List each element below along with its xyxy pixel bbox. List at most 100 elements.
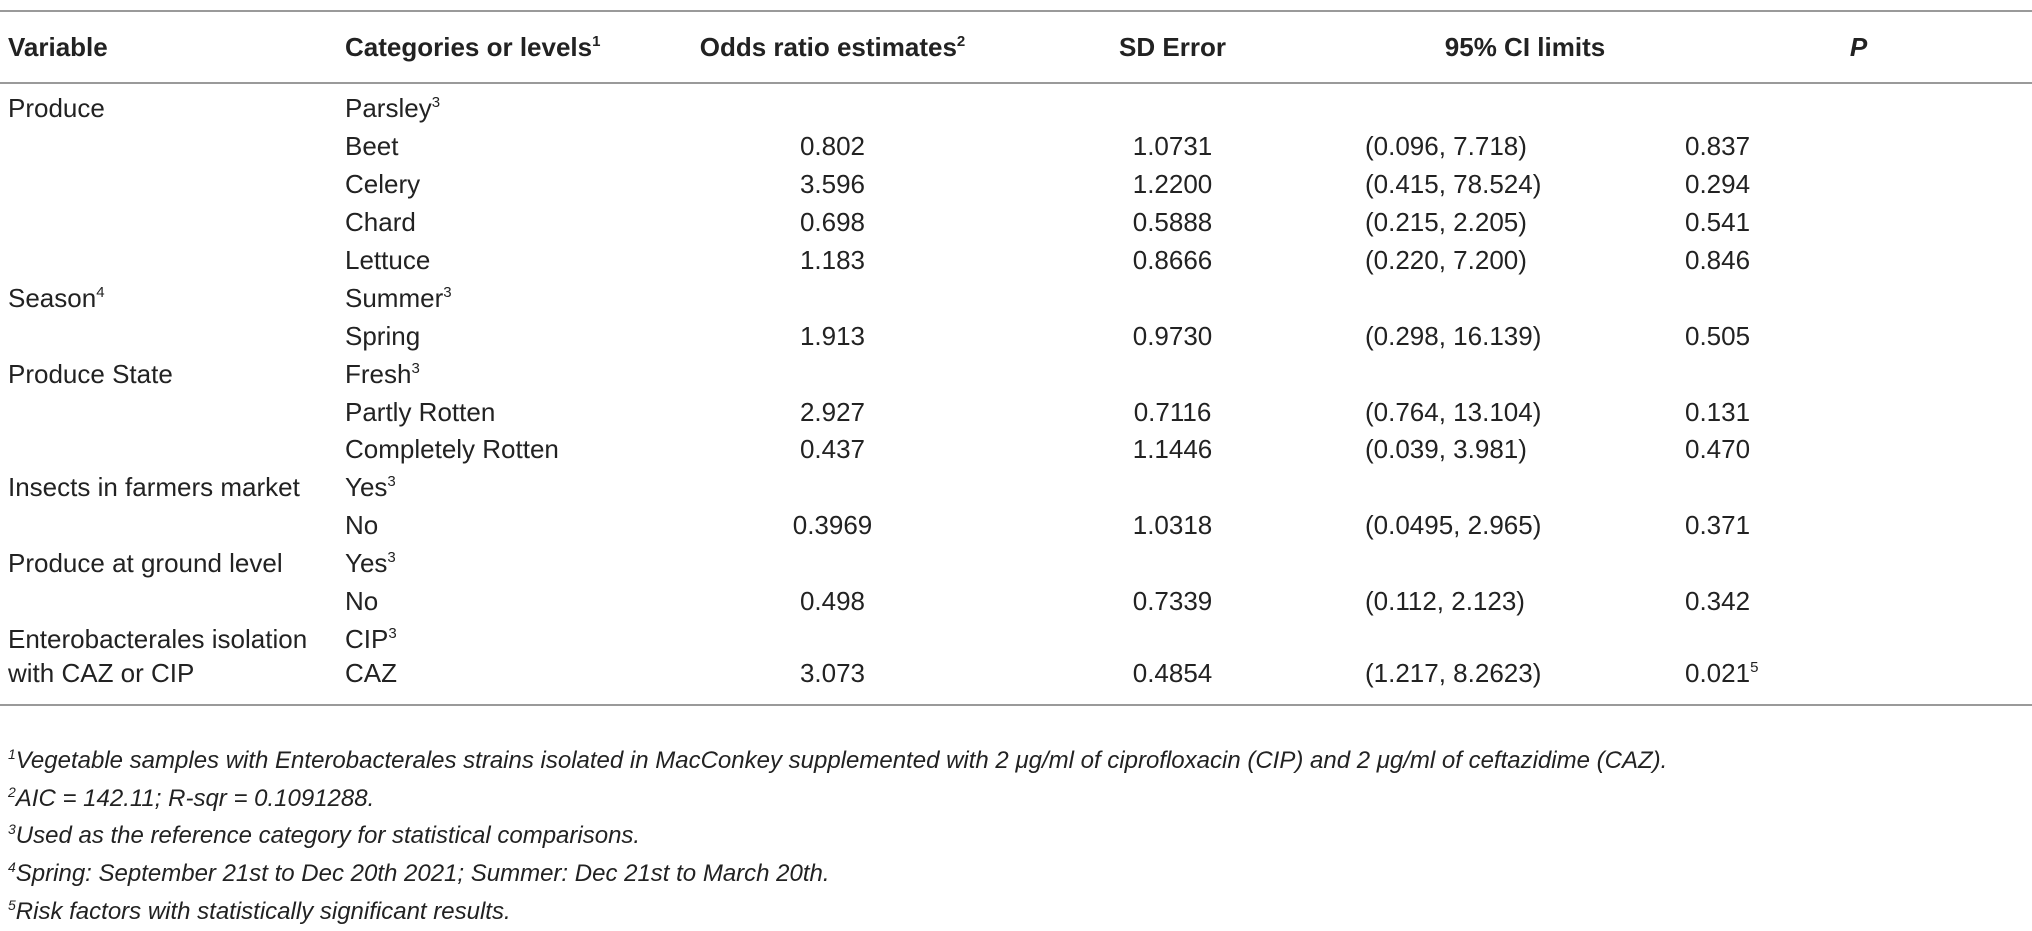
table-row: Celery 3.596 1.2200 (0.415, 78.524) 0.294 <box>0 166 2032 204</box>
footnotes: 1Vegetable samples with Enterobacterales… <box>8 742 1667 931</box>
footnote: 1Vegetable samples with Enterobacterales… <box>8 746 1668 774</box>
p-value-cell <box>1685 83 2032 128</box>
header-p-value: P <box>1685 10 2032 84</box>
sd-error-cell: 1.2200 <box>1132 169 1213 200</box>
header-ci-limits: 95% CI limits <box>1365 10 1685 84</box>
table-header-row: Variable Categories or levels1 Odds rati… <box>0 10 2032 84</box>
table-row: Produce State Fresh3 <box>0 355 2032 393</box>
category-cell: No <box>345 586 379 617</box>
table-row: No 0.3969 1.0318 (0.0495, 2.965) 0.371 <box>0 507 2032 545</box>
ci-limits-cell <box>1365 279 1685 317</box>
category-cell: CAZ <box>345 658 685 707</box>
category-cell: Yes3 <box>345 548 396 579</box>
variable-cell <box>0 431 345 469</box>
variable-cell <box>0 204 345 242</box>
ci-limits-cell <box>1365 83 1685 128</box>
ci-limits-cell <box>1365 469 1685 507</box>
table-row: Chard 0.698 0.5888 (0.215, 2.205) 0.541 <box>0 204 2032 242</box>
table-row: Produce Parsley3 <box>0 83 2032 128</box>
variable-cell: with CAZ or CIP <box>0 658 345 707</box>
category-cell: Yes3 <box>345 472 396 503</box>
category-cell: Celery <box>345 169 421 200</box>
odds-ratio-cell: 0.498 <box>799 586 866 617</box>
variable-cell: Enterobacterales isolation <box>8 623 308 654</box>
category-cell: No <box>345 510 379 541</box>
table-row: No 0.498 0.7339 (0.112, 2.123) 0.342 <box>0 583 2032 621</box>
variable-cell <box>0 317 345 355</box>
footnote: 2AIC = 142.11; R-sqr = 0.1091288. <box>8 783 375 812</box>
p-value-cell: 0.342 <box>1685 586 1751 617</box>
sd-error-cell: 0.7116 <box>1133 396 1212 427</box>
table-row: Completely Rotten 0.437 1.1446 (0.039, 3.98… <box>0 431 2032 469</box>
variable-cell <box>0 242 345 280</box>
ci-limits-cell: (0.415, 78.524) <box>1365 169 1542 200</box>
table-row: Spring 1.913 0.9730 (0.298, 16.139) 0.505 <box>0 317 2032 355</box>
category-cell: Lettuce <box>345 245 431 275</box>
variable-cell <box>0 393 345 431</box>
odds-ratio-cell: 3.596 <box>799 169 866 200</box>
ci-limits-cell: (0.215, 2.205) <box>1365 207 1527 238</box>
p-value-cell: 0.846 <box>1685 245 1751 275</box>
sd-error-cell <box>980 545 1365 583</box>
p-value-cell: 0.294 <box>1685 169 1751 200</box>
variable-cell: Produce <box>8 93 105 124</box>
table-row: Beet 0.802 1.0731 (0.096, 7.718) 0.837 <box>0 128 2032 166</box>
variable-cell <box>0 583 345 621</box>
category-cell: Chard <box>345 207 416 238</box>
footnote: 5Risk factors with statistically signifi… <box>8 896 511 925</box>
table-row: Lettuce 1.183 0.8666 (0.220, 7.200) 0.846 <box>0 242 2032 280</box>
p-value-cell: 0.131 <box>1685 396 1751 427</box>
p-value-cell <box>1685 469 2032 507</box>
category-cell: Spring <box>345 320 421 351</box>
header-categories: Categories or levels1 <box>345 10 685 84</box>
odds-ratio-cell <box>685 469 980 507</box>
table-row: with CAZ or CIP CAZ 3.073 0.4854 (1.217, 8.2… <box>0 658 2032 707</box>
variable-cell: Produce State <box>8 358 173 389</box>
p-value-cell: 0.470 <box>1685 434 1751 465</box>
sd-error-cell <box>980 355 1365 393</box>
variable-cell: Insects in farmers market <box>8 472 300 503</box>
sd-error-cell: 0.5888 <box>1132 207 1213 238</box>
odds-ratio-cell <box>685 620 980 658</box>
sd-error-cell <box>980 620 1365 658</box>
ci-limits-cell: (1.217, 8.2623) <box>1365 658 1685 707</box>
odds-ratio-cell: 2.927 <box>799 396 866 427</box>
sd-error-cell: 0.9730 <box>1132 320 1213 351</box>
table-body: Produce Parsley3 Beet 0.802 1.0731 (0.096, 7.… <box>0 83 2032 707</box>
footnote: 4Spring: September 21st to Dec 20th 2021… <box>8 859 830 888</box>
table-row: Insects in farmers market Yes3 <box>0 469 2032 507</box>
sd-error-cell <box>980 83 1365 128</box>
ci-limits-cell: (0.039, 3.981) <box>1365 434 1527 465</box>
p-value-cell <box>1685 620 2032 658</box>
ci-limits-cell <box>1365 355 1685 393</box>
variable-cell <box>0 166 345 204</box>
category-cell: Summer3 <box>345 282 452 313</box>
odds-ratio-cell: 1.913 <box>799 320 866 351</box>
variable-cell <box>0 128 345 166</box>
ci-limits-cell: (0.0495, 2.965) <box>1365 510 1542 541</box>
p-value-cell <box>1685 279 2032 317</box>
sd-error-cell: 1.0731 <box>1132 131 1213 162</box>
odds-ratio-cell: 0.802 <box>799 131 866 162</box>
odds-ratio-table: Variable Categories or levels1 Odds rati… <box>0 10 2032 707</box>
p-value-cell: 0.371 <box>1685 510 1751 541</box>
table-row: Enterobacterales isolation CIP3 <box>0 620 2032 658</box>
p-value-cell <box>1685 355 2032 393</box>
header-odds-ratio: Odds ratio estimates2 <box>685 10 980 84</box>
category-cell: CIP3 <box>345 623 397 654</box>
odds-ratio-cell <box>685 83 980 128</box>
ci-limits-cell: (0.220, 7.200) <box>1365 245 1527 275</box>
ci-limits-cell: (0.298, 16.139) <box>1365 320 1542 351</box>
header-variable: Variable <box>0 10 345 84</box>
sd-error-cell: 1.0318 <box>1132 510 1213 541</box>
odds-ratio-cell: 0.3969 <box>792 510 873 541</box>
p-value-cell: 0.505 <box>1685 320 1751 351</box>
sd-error-cell: 0.4854 <box>980 658 1365 707</box>
variable-cell: Produce at ground level <box>8 548 283 579</box>
sd-error-cell <box>980 279 1365 317</box>
category-cell: Parsley3 <box>345 93 441 124</box>
variable-cell <box>0 507 345 545</box>
odds-ratio-cell <box>685 355 980 393</box>
category-cell: Fresh3 <box>345 358 420 389</box>
